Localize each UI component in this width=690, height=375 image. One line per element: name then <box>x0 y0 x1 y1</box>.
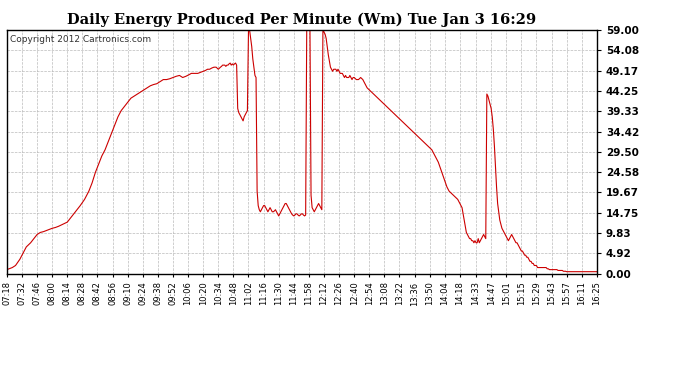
Text: Copyright 2012 Cartronics.com: Copyright 2012 Cartronics.com <box>10 35 151 44</box>
Title: Daily Energy Produced Per Minute (Wm) Tue Jan 3 16:29: Daily Energy Produced Per Minute (Wm) Tu… <box>68 13 536 27</box>
